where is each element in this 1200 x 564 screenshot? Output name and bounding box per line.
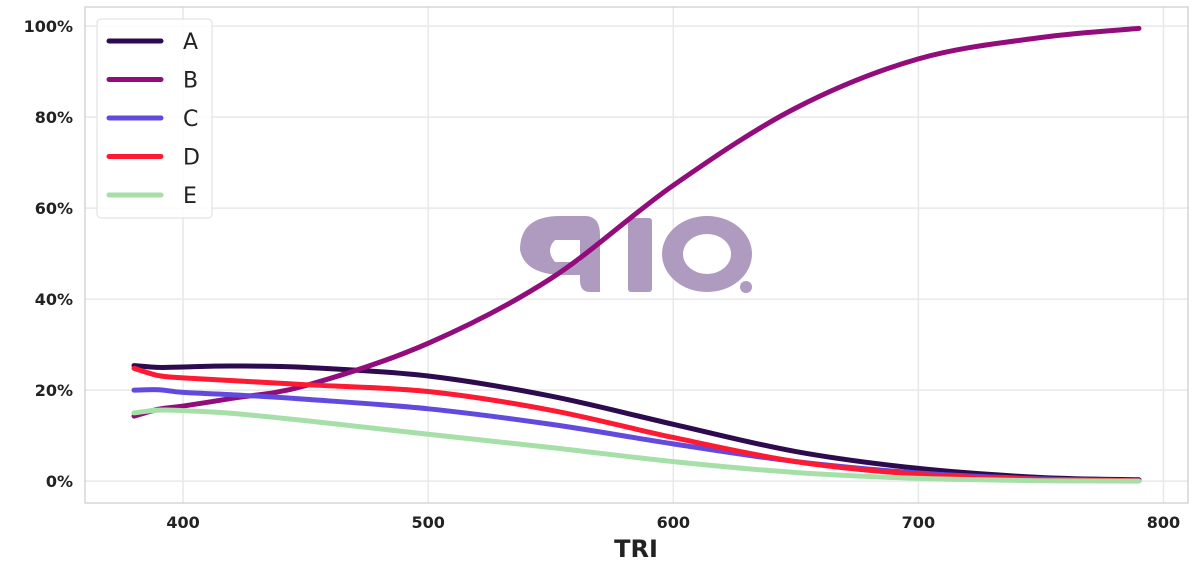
y-tick-label: 80%: [35, 108, 73, 127]
legend-label-E: E: [183, 184, 197, 209]
y-tick-label: 20%: [35, 381, 73, 400]
x-axis-label: TRI: [614, 535, 658, 560]
legend-label-D: D: [183, 146, 200, 171]
series-lines: [131, 25, 1142, 484]
y-tick-label: 0%: [46, 472, 73, 491]
legend-label-B: B: [183, 69, 198, 94]
series-line-C: [131, 387, 1142, 484]
y-tick-label: 40%: [35, 290, 73, 309]
y-tick-label: 60%: [35, 199, 73, 218]
grid: [85, 7, 1188, 503]
legend-label-C: C: [183, 107, 198, 132]
x-tick-label: 500: [411, 513, 444, 532]
x-tick-label: 400: [166, 513, 199, 532]
x-tick-label: 800: [1147, 513, 1180, 532]
plot-frame: [84, 6, 1189, 504]
series-line-B: [131, 25, 1142, 419]
y-axis-ticks: 0% 20% 40% 60% 80% 100%: [24, 17, 73, 491]
x-tick-label: 600: [657, 513, 690, 532]
series-line-E: [131, 407, 1142, 484]
y-tick-label: 100%: [24, 17, 73, 36]
x-tick-label: 700: [902, 513, 935, 532]
x-axis-ticks: 400 500 600 700 800: [166, 513, 1180, 532]
aio-watermark-logo: [520, 216, 752, 293]
series-line-A: [131, 363, 1142, 483]
legend-label-A: A: [183, 30, 198, 55]
series-line-D: [131, 365, 1142, 484]
